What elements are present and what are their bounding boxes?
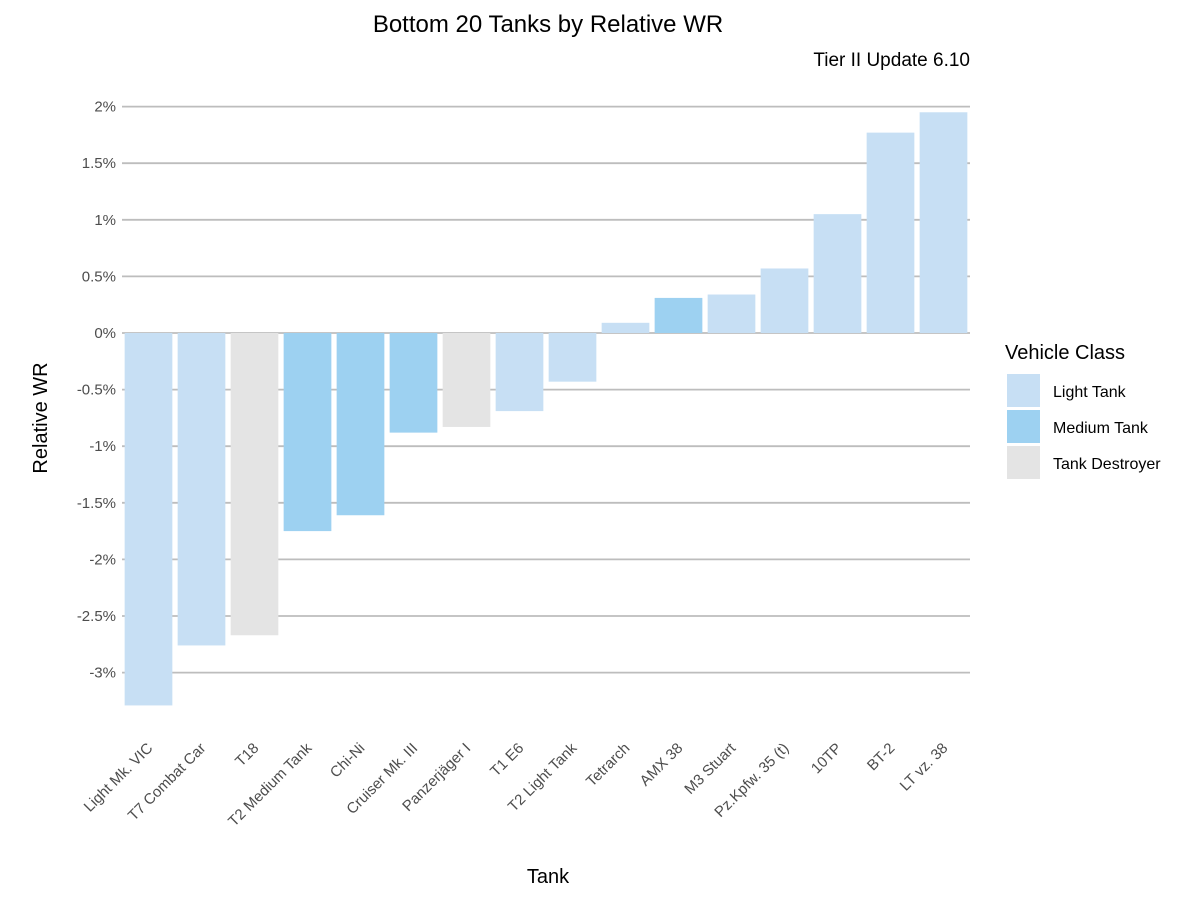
x-tick-label: AMX 38 <box>637 740 687 790</box>
y-tick-label: -2.5% <box>77 608 116 625</box>
y-axis-ticks: 2% 1.5% 1% 0.5% 0% -0.5% -1% -1.5% -2% -2.5% -3% <box>77 99 116 682</box>
chart-subtitle: Tier II Update 6.10 <box>813 50 970 71</box>
bar <box>177 333 226 646</box>
bar <box>813 214 862 333</box>
legend-swatch <box>1007 374 1040 407</box>
x-tick-label: LT vz. 38 <box>897 740 952 795</box>
bar <box>124 333 173 706</box>
legend-title: Vehicle Class <box>1005 342 1125 364</box>
x-tick-label: 10TP <box>808 740 845 777</box>
bar <box>707 294 756 333</box>
y-tick-label: -1% <box>89 438 116 455</box>
bar <box>389 333 438 433</box>
y-tick-label: -2% <box>89 551 116 568</box>
legend-label: Tank Destroyer <box>1053 456 1161 473</box>
x-axis-title: Tank <box>527 866 570 888</box>
x-tick-label: Chi-Ni <box>327 740 368 781</box>
x-tick-label: T1 E6 <box>487 740 527 780</box>
legend-swatch <box>1007 446 1040 479</box>
y-tick-label: -0.5% <box>77 382 116 399</box>
bar <box>336 333 385 516</box>
bar <box>230 333 279 636</box>
y-tick-label: 0% <box>94 325 116 342</box>
y-tick-label: 2% <box>94 99 116 116</box>
y-tick-label: 1.5% <box>82 155 116 172</box>
x-tick-label: T18 <box>232 740 262 770</box>
bar <box>866 132 915 333</box>
bar <box>760 268 809 333</box>
bars <box>124 112 968 706</box>
bar <box>548 333 597 382</box>
bar <box>283 333 332 532</box>
y-axis-title: Relative WR <box>30 362 52 473</box>
x-tick-label: Tetrarch <box>583 740 633 790</box>
bar <box>601 322 650 333</box>
bar <box>919 112 968 333</box>
y-tick-label: 0.5% <box>82 268 116 285</box>
y-tick-label: -3% <box>89 665 116 682</box>
bar <box>654 297 703 333</box>
legend-label: Medium Tank <box>1053 420 1149 437</box>
chart-title: Bottom 20 Tanks by Relative WR <box>373 11 723 38</box>
legend: Vehicle Class Light Tank Medium Tank Tank … <box>1005 342 1161 479</box>
x-tick-label: BT-2 <box>864 740 898 774</box>
legend-swatch <box>1007 410 1040 443</box>
bar <box>495 333 544 412</box>
legend-label: Light Tank <box>1053 384 1127 401</box>
bar <box>442 333 491 427</box>
y-tick-label: 1% <box>94 212 116 229</box>
y-tick-label: -1.5% <box>77 495 116 512</box>
